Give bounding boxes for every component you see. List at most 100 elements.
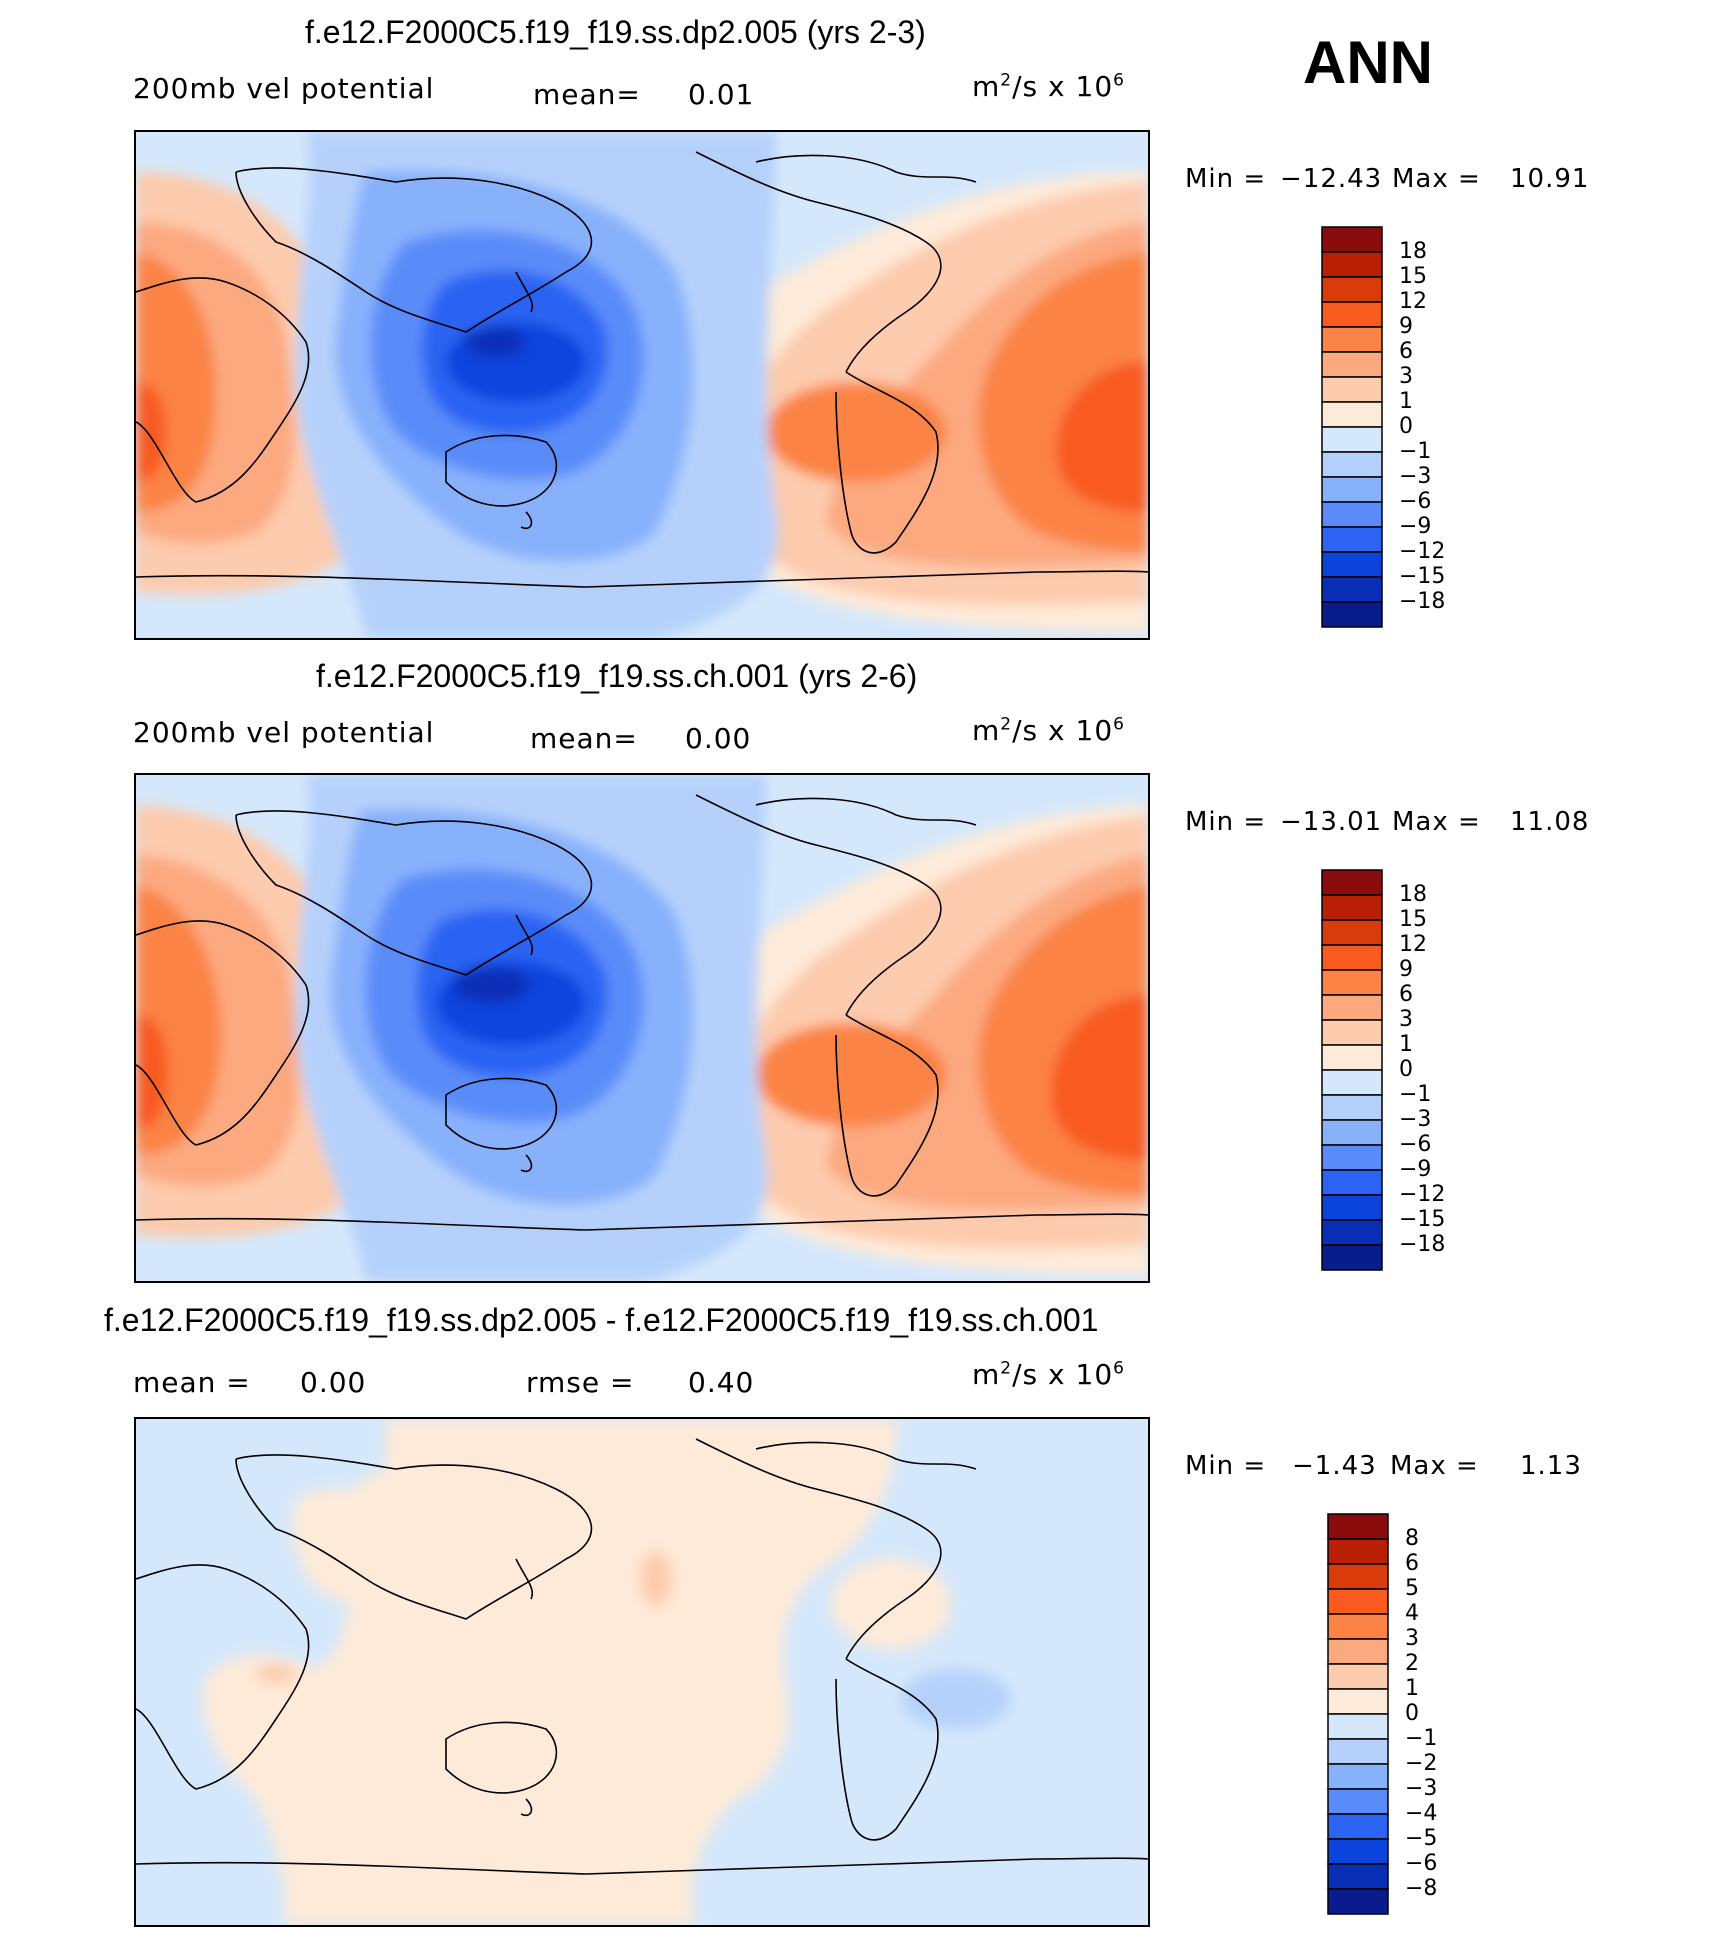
colorbar-swatch <box>1321 994 1383 1021</box>
colorbar-swatch <box>1321 1119 1383 1146</box>
panel-3-colorbar <box>1327 1513 1391 1915</box>
panel-2-title: f.e12.F2000C5.f19_f19.ss.ch.001 (yrs 2-6… <box>316 658 918 694</box>
colorbar-swatch <box>1321 1144 1383 1171</box>
units-prefix: m <box>972 1358 1001 1391</box>
colorbar-level-label: 8 <box>1405 1526 1419 1551</box>
units-sup-2: 6 <box>1113 1358 1125 1379</box>
panel-3-min-label: Min = <box>1185 1451 1267 1481</box>
panel-2-variable-label: 200mb vel potential <box>133 716 435 749</box>
colorbar-level-label: −2 <box>1405 1751 1438 1776</box>
colorbar-swatch <box>1321 251 1383 278</box>
colorbar-swatch <box>1321 1194 1383 1221</box>
panel-1-mean-value: 0.01 <box>688 78 755 111</box>
colorbar-level-label: 15 <box>1399 264 1427 289</box>
colorbar-swatch <box>1321 969 1383 996</box>
units-sup-2: 6 <box>1113 70 1125 91</box>
panel-2-min-label: Min = <box>1185 807 1267 837</box>
colorbar-level-label: −1 <box>1399 1082 1432 1107</box>
colorbar-swatch <box>1321 601 1383 628</box>
units-prefix: m <box>972 714 1001 747</box>
colorbar-level-label: −3 <box>1405 1776 1438 1801</box>
colorbar-level-label: −12 <box>1399 539 1446 564</box>
panel-1-min-label: Min = <box>1185 164 1267 194</box>
colorbar-level-label: −18 <box>1399 589 1446 614</box>
colorbar-swatch <box>1321 944 1383 971</box>
panel-1-contour-field <box>136 132 1148 638</box>
colorbar-level-label: 6 <box>1399 982 1413 1007</box>
panel-3-rmse-value: 0.40 <box>688 1366 755 1399</box>
colorbar-level-label: 0 <box>1399 1057 1413 1082</box>
colorbar-swatch <box>1327 1638 1389 1665</box>
panel-1-mean-label: mean= <box>533 78 641 111</box>
panel-2-units: m2/s x 106 <box>972 714 1125 747</box>
panel-1-min-value: −12.43 <box>1280 164 1383 194</box>
panel-3-units: m2/s x 106 <box>972 1358 1125 1391</box>
colorbar-swatch <box>1321 401 1383 428</box>
panel-2-colorbar-swatches <box>1321 869 1383 1271</box>
colorbar-swatch <box>1327 1788 1389 1815</box>
panel-2-max-label: Max = <box>1392 807 1481 837</box>
colorbar-level-label: −9 <box>1399 514 1432 539</box>
colorbar-swatch <box>1327 1688 1389 1715</box>
colorbar-level-label: −6 <box>1399 489 1432 514</box>
colorbar-swatch <box>1327 1613 1389 1640</box>
panel-3-map <box>134 1417 1150 1927</box>
panel-1-colorbar-swatches <box>1321 226 1383 628</box>
colorbar-level-label: 3 <box>1399 1007 1413 1032</box>
colorbar-swatch <box>1321 1019 1383 1046</box>
colorbar-level-label: −5 <box>1405 1826 1438 1851</box>
units-sup-2: 6 <box>1113 714 1125 735</box>
panel-2-coastlines <box>136 794 1148 1231</box>
colorbar-swatch <box>1321 1069 1383 1096</box>
colorbar-swatch <box>1327 1838 1389 1865</box>
colorbar-swatch <box>1327 1563 1389 1590</box>
colorbar-level-label: −15 <box>1399 564 1446 589</box>
panel-2-map <box>134 773 1150 1283</box>
colorbar-swatch <box>1321 1219 1383 1246</box>
colorbar-swatch <box>1321 226 1383 253</box>
colorbar-swatch <box>1321 1044 1383 1071</box>
panel-3-max-value: 1.13 <box>1520 1451 1582 1481</box>
colorbar-level-label: 6 <box>1399 339 1413 364</box>
colorbar-swatch <box>1321 426 1383 453</box>
colorbar-level-label: −15 <box>1399 1207 1446 1232</box>
colorbar-level-label: −9 <box>1399 1157 1432 1182</box>
colorbar-level-label: 1 <box>1399 1032 1413 1057</box>
colorbar-level-label: −6 <box>1399 1132 1432 1157</box>
units-mid: /s x 10 <box>1012 70 1114 103</box>
units-mid: /s x 10 <box>1012 714 1114 747</box>
panel-2-colorbar <box>1321 869 1385 1271</box>
colorbar-swatch <box>1327 1863 1389 1890</box>
panel-3-max-label: Max = <box>1390 1451 1479 1481</box>
panel-1-max-value: 10.91 <box>1510 164 1590 194</box>
colorbar-swatch <box>1321 501 1383 528</box>
colorbar-level-label: −8 <box>1405 1876 1438 1901</box>
colorbar-swatch <box>1321 526 1383 553</box>
colorbar-swatch <box>1321 301 1383 328</box>
panel-3-mean-value: 0.00 <box>300 1366 367 1399</box>
colorbar-level-label: 18 <box>1399 239 1427 264</box>
colorbar-level-label: 12 <box>1399 932 1427 957</box>
panel-1-coastlines <box>136 151 1148 588</box>
colorbar-level-label: −18 <box>1399 1232 1446 1257</box>
colorbar-level-label: 1 <box>1399 389 1413 414</box>
colorbar-level-label: 1 <box>1405 1676 1419 1701</box>
colorbar-swatch <box>1321 326 1383 353</box>
colorbar-level-label: −12 <box>1399 1182 1446 1207</box>
colorbar-level-label: 0 <box>1399 414 1413 439</box>
colorbar-level-label: 4 <box>1405 1601 1419 1626</box>
colorbar-swatch <box>1321 1094 1383 1121</box>
colorbar-level-label: 2 <box>1405 1651 1419 1676</box>
colorbar-swatch <box>1321 1244 1383 1271</box>
colorbar-swatch <box>1327 1513 1389 1540</box>
colorbar-level-label: −1 <box>1399 439 1432 464</box>
panel-2-contour-field <box>136 775 1148 1281</box>
colorbar-level-label: −1 <box>1405 1726 1438 1751</box>
colorbar-level-label: 15 <box>1399 907 1427 932</box>
panel-2-mean-value: 0.00 <box>685 722 752 755</box>
colorbar-swatch <box>1321 919 1383 946</box>
panel-3-rmse-label: rmse = <box>526 1366 635 1399</box>
panel-2-min-value: −13.01 <box>1280 807 1383 837</box>
units-sup-1: 2 <box>1000 70 1013 91</box>
colorbar-level-label: 9 <box>1399 957 1413 982</box>
